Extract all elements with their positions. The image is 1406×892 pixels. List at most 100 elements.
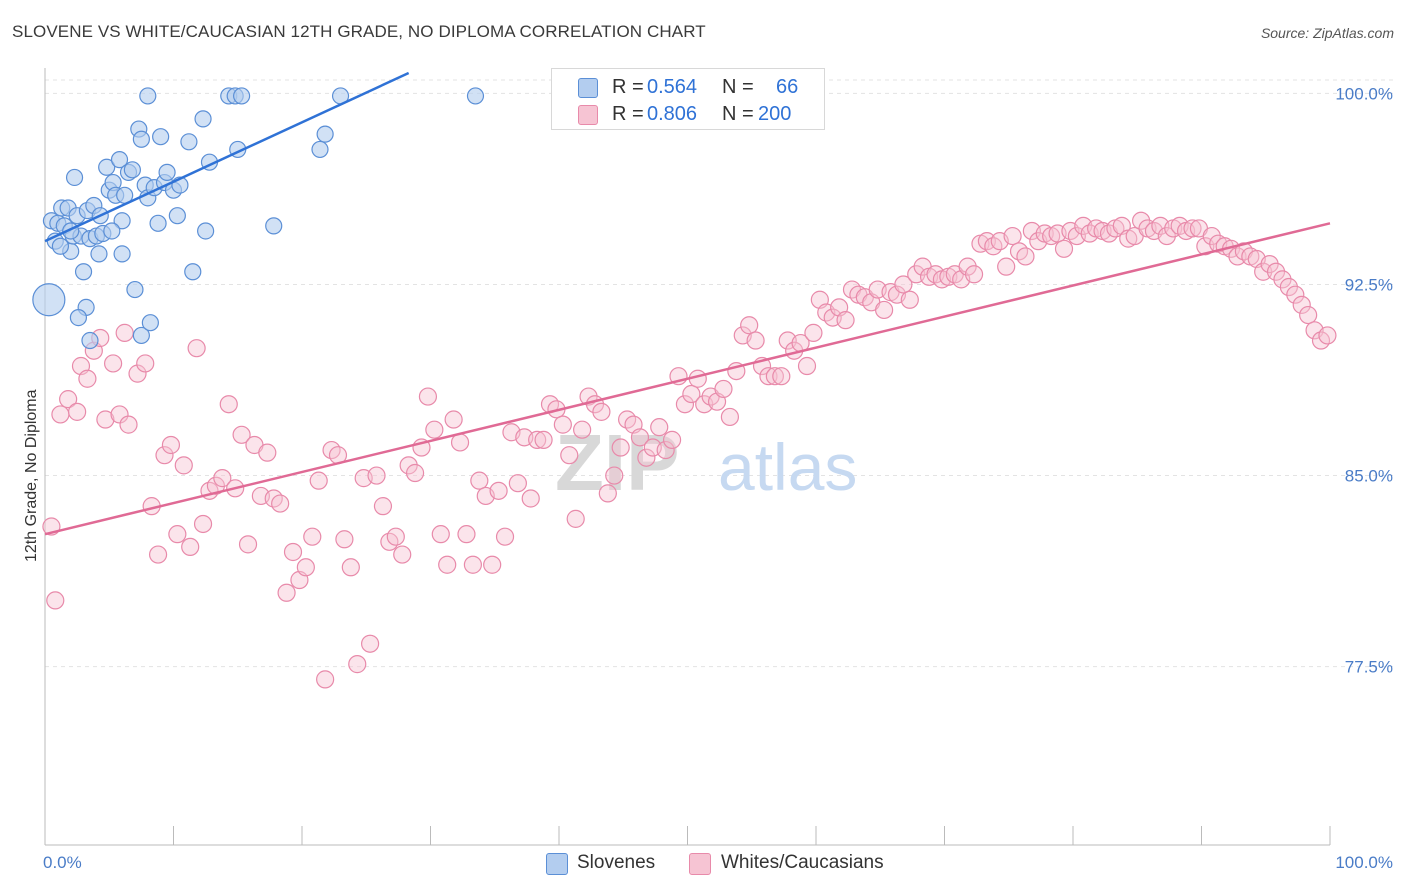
point-whites-caucasians <box>110 405 129 424</box>
point-whites-caucasians <box>96 410 115 429</box>
point-slovenes <box>466 87 485 105</box>
point-slovenes <box>139 87 157 105</box>
point-whites-caucasians <box>553 415 572 434</box>
y-axis-title: 12th Grade, No Diploma <box>23 389 40 562</box>
point-whites-caucasians <box>78 369 97 388</box>
point-whites-caucasians <box>592 402 611 421</box>
bottom-legend-swatch-whites <box>689 853 711 875</box>
point-whites-caucasians <box>431 525 450 544</box>
point-whites-caucasians <box>187 339 206 358</box>
y-tick-label: 85.0% <box>1345 467 1393 486</box>
point-slovenes <box>132 326 150 345</box>
point-whites-caucasians <box>309 471 328 490</box>
point-whites-caucasians <box>181 537 200 557</box>
axes <box>44 68 1331 846</box>
point-whites-caucasians <box>1054 239 1074 258</box>
point-slovenes <box>168 207 186 225</box>
point-whites-caucasians <box>1286 285 1305 304</box>
point-whites-caucasians <box>765 367 784 386</box>
bottom-legend-swatch-slovenes <box>546 853 568 875</box>
point-slovenes <box>197 222 215 240</box>
bottom-legend-whites: Whites/Caucasians <box>721 852 884 873</box>
point-whites-caucasians <box>277 583 296 602</box>
watermark-atlas: atlas <box>718 430 857 504</box>
point-whites-caucasians <box>560 446 579 465</box>
point-whites-caucasians <box>656 440 675 460</box>
point-slovenes <box>132 130 150 148</box>
y-tick-label: 92.5% <box>1345 275 1393 294</box>
point-whites-caucasians <box>470 471 489 490</box>
point-whites-caucasians <box>598 484 617 503</box>
point-slovenes <box>184 263 202 281</box>
trend-line-whites-caucasians <box>44 222 1331 536</box>
point-whites-caucasians <box>508 474 527 493</box>
point-whites-caucasians <box>174 456 193 475</box>
point-whites-caucasians <box>573 420 592 439</box>
point-whites-caucasians <box>894 275 913 294</box>
point-whites-caucasians <box>283 542 303 562</box>
legend-n-value: 200 <box>758 103 792 125</box>
point-whites-caucasians <box>900 290 919 309</box>
point-slovenes <box>194 110 212 128</box>
point-whites-caucasians <box>1016 247 1035 266</box>
point-slovenes <box>180 133 198 151</box>
point-slovenes <box>74 263 93 281</box>
point-slovenes <box>113 212 131 230</box>
legend-n-label: N = <box>722 76 754 98</box>
point-whites-caucasians <box>438 555 457 574</box>
point-whites-caucasians <box>303 527 322 546</box>
point-whites-caucasians <box>1003 226 1022 246</box>
legend-r-label: R = <box>612 76 644 98</box>
point-slovenes <box>152 128 170 146</box>
point-whites-caucasians <box>444 410 463 429</box>
point-whites-caucasians <box>232 425 251 444</box>
point-whites-caucasians <box>136 354 155 373</box>
point-whites-caucasians <box>46 591 65 610</box>
point-slovenes <box>65 168 84 187</box>
legend-r-value: 0.806 <box>647 103 698 125</box>
point-whites-caucasians <box>219 395 238 414</box>
point-whites-caucasians <box>335 530 354 549</box>
point-whites-caucasians <box>128 364 147 383</box>
legend-n-value: 66 <box>776 76 799 98</box>
series-slovenes-points <box>32 87 485 350</box>
point-whites-caucasians <box>1292 295 1311 314</box>
trend-lines <box>44 71 1331 536</box>
point-slovenes <box>90 245 108 263</box>
point-slovenes <box>233 87 251 105</box>
legend-n-label: N = <box>722 103 754 125</box>
point-whites-caucasians <box>316 670 335 689</box>
point-whites-caucasians <box>528 430 547 449</box>
point-whites-caucasians <box>682 384 701 404</box>
point-whites-caucasians <box>425 420 444 439</box>
y-tick-label: 100.0% <box>1335 84 1393 103</box>
point-whites-caucasians <box>495 527 515 546</box>
point-whites-caucasians <box>463 555 483 574</box>
point-slovenes <box>158 163 176 181</box>
point-whites-caucasians <box>772 367 791 386</box>
point-whites-caucasians <box>714 379 733 399</box>
point-slovenes <box>316 125 334 143</box>
point-slovenes <box>32 283 66 317</box>
point-slovenes <box>98 158 116 176</box>
x-tick-label: 0.0% <box>43 853 82 872</box>
x-tick-label: 100.0% <box>1335 853 1393 872</box>
point-slovenes <box>141 314 159 332</box>
point-whites-caucasians <box>457 525 476 544</box>
point-whites-caucasians <box>115 323 134 342</box>
point-whites-caucasians <box>650 418 669 437</box>
point-whites-caucasians <box>193 514 213 534</box>
point-whites-caucasians <box>119 415 138 434</box>
point-slovenes <box>110 151 129 169</box>
point-whites-caucasians <box>104 354 123 373</box>
point-slovenes <box>113 245 131 263</box>
point-whites-caucasians <box>489 481 508 500</box>
point-slovenes <box>311 140 329 159</box>
point-whites-caucasians <box>759 367 778 386</box>
point-slovenes <box>126 280 144 299</box>
watermark-zip: ZIP <box>555 418 679 507</box>
point-whites-caucasians <box>521 489 540 508</box>
y-tick-label: 77.5% <box>1345 658 1393 677</box>
point-whites-caucasians <box>168 525 187 544</box>
